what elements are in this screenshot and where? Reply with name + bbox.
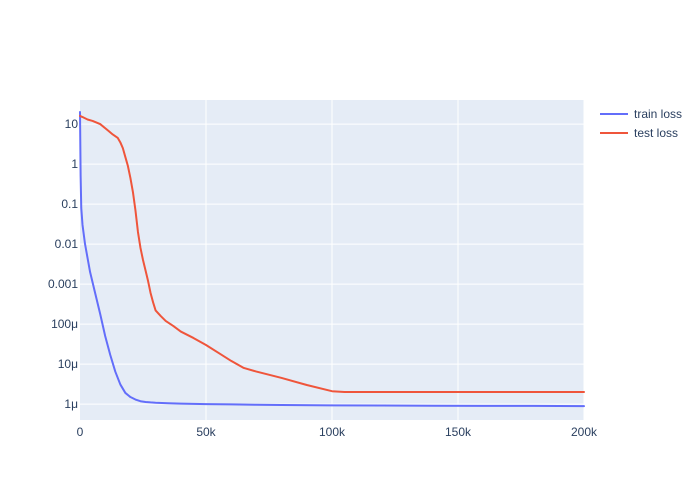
y-gridlines <box>80 123 584 405</box>
y-axis-tick-labels: 10 1 0.1 0.01 0.001 100μ 10μ 1μ <box>48 117 78 411</box>
y-tick-label: 0.001 <box>48 277 78 291</box>
legend-label-test-loss: test loss <box>634 126 678 140</box>
series-line-test-loss <box>79 114 585 394</box>
legend-item-test-loss[interactable]: test loss <box>600 126 678 140</box>
y-tick-label: 1 <box>71 157 78 171</box>
y-tick-label: 1μ <box>64 397 78 411</box>
y-tick-label: 10 <box>65 117 79 131</box>
y-tick-label: 10μ <box>58 357 78 371</box>
legend[interactable]: train loss test loss <box>600 107 682 140</box>
x-tick-label: 100k <box>319 425 346 439</box>
series-line-train-loss <box>79 111 585 408</box>
y-tick-label: 0.01 <box>55 237 79 251</box>
x-tick-label: 150k <box>445 425 472 439</box>
legend-item-train-loss[interactable]: train loss <box>600 107 682 121</box>
x-tick-label: 50k <box>196 425 216 439</box>
x-axis-tick-labels: 0 50k 100k 150k 200k <box>77 425 598 439</box>
y-tick-label: 100μ <box>51 317 78 331</box>
y-tick-label: 0.1 <box>61 197 78 211</box>
x-gridlines <box>205 100 585 420</box>
series-layer <box>79 111 585 408</box>
x-tick-label: 200k <box>571 425 598 439</box>
x-tick-label: 0 <box>77 425 84 439</box>
legend-label-train-loss: train loss <box>634 107 682 121</box>
